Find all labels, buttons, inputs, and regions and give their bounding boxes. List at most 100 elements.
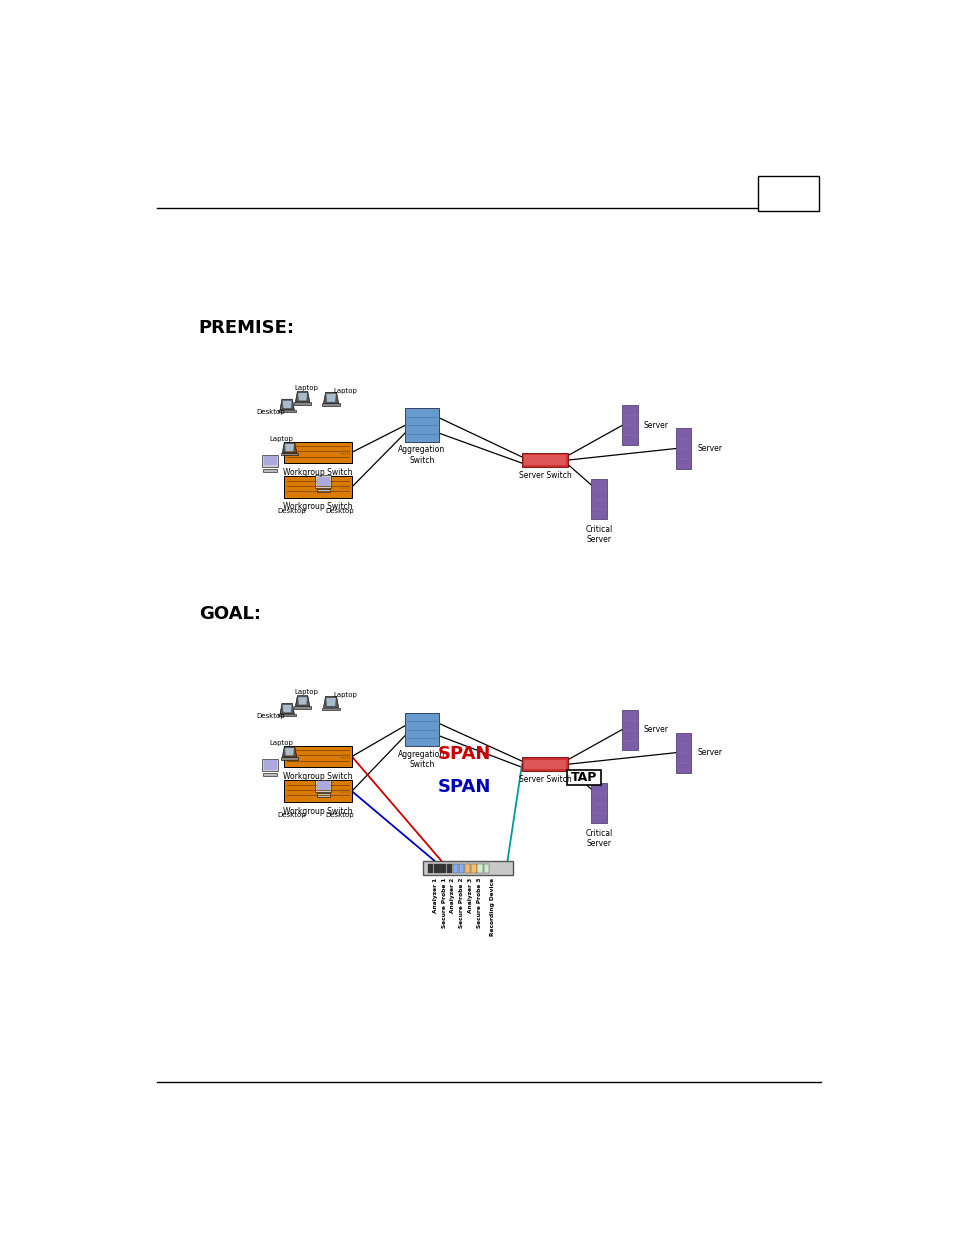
Polygon shape	[282, 746, 296, 757]
Polygon shape	[282, 442, 296, 453]
Polygon shape	[326, 394, 335, 401]
Bar	[591, 478, 606, 519]
Bar	[321, 404, 340, 406]
Bar	[347, 755, 348, 758]
Bar	[464, 863, 470, 873]
Bar	[524, 760, 565, 769]
Bar	[591, 783, 606, 823]
Bar	[476, 863, 482, 873]
Bar	[458, 863, 464, 873]
Bar	[341, 755, 342, 758]
Text: TAP: TAP	[570, 771, 597, 784]
Bar	[341, 484, 342, 489]
Text: Analyzer 3: Analyzer 3	[468, 877, 473, 913]
Text: Desktop: Desktop	[255, 714, 284, 720]
Bar	[524, 456, 565, 464]
Text: Server Switch: Server Switch	[518, 776, 571, 784]
Polygon shape	[279, 399, 294, 410]
Bar	[278, 410, 295, 412]
Bar	[263, 773, 276, 776]
Bar	[434, 863, 439, 873]
Bar	[284, 746, 352, 767]
Polygon shape	[282, 401, 292, 408]
Bar	[280, 453, 298, 456]
Bar	[347, 484, 348, 489]
Polygon shape	[297, 698, 307, 705]
Bar	[263, 761, 276, 769]
Bar	[566, 769, 600, 785]
Bar	[347, 789, 348, 793]
Polygon shape	[326, 698, 335, 706]
Bar	[278, 714, 295, 716]
Text: Desktop: Desktop	[277, 811, 306, 818]
Bar	[321, 708, 340, 710]
Text: SPAN: SPAN	[436, 778, 490, 797]
Bar	[345, 484, 346, 489]
Bar	[453, 863, 457, 873]
Bar	[349, 450, 350, 454]
Bar	[349, 484, 350, 489]
Bar	[341, 450, 342, 454]
Text: PREMISE:: PREMISE:	[198, 319, 294, 337]
Text: Critical
Server: Critical Server	[585, 829, 612, 848]
Bar	[757, 175, 819, 211]
Text: Laptop: Laptop	[294, 385, 318, 390]
Text: Server: Server	[697, 445, 721, 453]
Bar	[446, 863, 452, 873]
Bar	[284, 477, 352, 498]
Bar	[316, 782, 330, 790]
Bar	[428, 863, 433, 873]
Bar	[676, 429, 691, 468]
Bar	[294, 401, 311, 405]
Text: GOAL:: GOAL:	[198, 605, 260, 624]
Bar	[316, 793, 330, 797]
Text: Desktop: Desktop	[255, 409, 284, 415]
Bar	[343, 755, 344, 758]
Text: SPAN: SPAN	[436, 745, 490, 763]
Bar	[284, 442, 352, 463]
Text: Recording Device: Recording Device	[489, 877, 495, 936]
Text: Secure Probe 2: Secure Probe 2	[458, 877, 463, 927]
Bar	[349, 755, 350, 758]
Bar	[315, 779, 331, 792]
Text: Laptop: Laptop	[333, 388, 356, 394]
Bar	[521, 453, 568, 467]
Bar	[349, 789, 350, 793]
Text: Secure Probe 3: Secure Probe 3	[476, 877, 481, 927]
Text: Analyzer 1: Analyzer 1	[433, 877, 437, 913]
Bar	[343, 450, 344, 454]
Bar	[521, 757, 568, 771]
Text: Critical
Server: Critical Server	[585, 525, 612, 545]
Text: Analyzer 2: Analyzer 2	[450, 877, 455, 913]
Bar	[471, 863, 476, 873]
Bar	[262, 758, 278, 771]
Bar	[316, 489, 330, 493]
Text: Laptop: Laptop	[294, 689, 318, 695]
Bar	[347, 450, 348, 454]
Polygon shape	[279, 704, 294, 714]
Bar	[345, 450, 346, 454]
Bar	[294, 706, 311, 709]
Polygon shape	[323, 697, 338, 708]
Bar	[405, 713, 438, 746]
Text: Workgroup Switch: Workgroup Switch	[283, 468, 353, 477]
Polygon shape	[285, 443, 294, 451]
Polygon shape	[285, 748, 294, 756]
Text: Laptop: Laptop	[269, 436, 293, 442]
Bar	[405, 409, 438, 442]
Polygon shape	[282, 705, 292, 713]
Bar	[423, 861, 513, 876]
Text: Desktop: Desktop	[325, 508, 354, 514]
Text: Server: Server	[697, 748, 721, 757]
Bar	[345, 789, 346, 793]
Bar	[315, 475, 331, 488]
Bar	[621, 710, 637, 750]
Text: Laptop: Laptop	[269, 740, 293, 746]
Text: Server: Server	[643, 725, 668, 734]
Text: Aggregation
Switch: Aggregation Switch	[398, 750, 445, 769]
Bar	[345, 755, 346, 758]
Polygon shape	[295, 391, 310, 401]
Text: Aggregation
Switch: Aggregation Switch	[398, 446, 445, 464]
Bar	[343, 484, 344, 489]
Bar	[676, 732, 691, 773]
